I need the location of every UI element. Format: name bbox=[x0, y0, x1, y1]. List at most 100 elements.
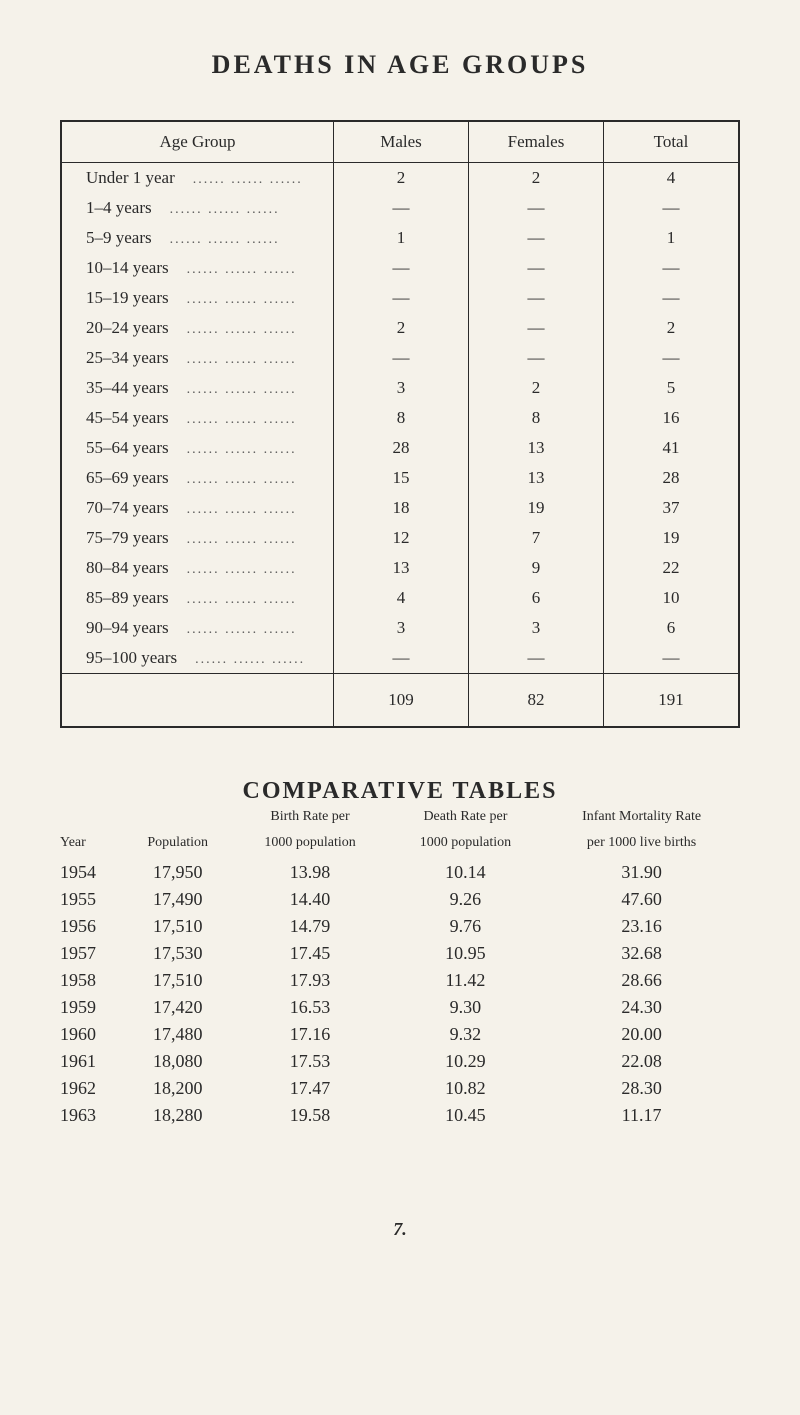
pop-cell: 17,420 bbox=[123, 994, 232, 1021]
females-cell: 8 bbox=[469, 403, 604, 433]
leader-dots: ...... ...... ...... bbox=[187, 502, 297, 517]
birth-cell: 14.79 bbox=[232, 913, 387, 940]
table-row: 195917,42016.539.3024.30 bbox=[60, 994, 740, 1021]
imr-cell: 32.68 bbox=[543, 940, 740, 967]
females-cell: 19 bbox=[469, 493, 604, 523]
males-cell: 18 bbox=[334, 493, 469, 523]
total-cell: 19 bbox=[604, 523, 740, 553]
comp-col-pop: Population bbox=[123, 833, 232, 859]
totals-males-cell: 109 bbox=[334, 674, 469, 728]
comp-col-imr: per 1000 live births bbox=[543, 833, 740, 859]
comp-col-birth: 1000 population bbox=[232, 833, 387, 859]
total-cell: 2 bbox=[604, 313, 740, 343]
table-row: 196017,48017.169.3220.00 bbox=[60, 1021, 740, 1048]
birth-cell: 17.53 bbox=[232, 1048, 387, 1075]
total-cell: 22 bbox=[604, 553, 740, 583]
birth-cell: 14.40 bbox=[232, 886, 387, 913]
table-row: 75–79 years...... ...... ......12719 bbox=[61, 523, 739, 553]
imr-cell: 20.00 bbox=[543, 1021, 740, 1048]
total-cell: 1 bbox=[604, 223, 740, 253]
death-cell: 10.95 bbox=[388, 940, 543, 967]
imr-cell: 28.30 bbox=[543, 1075, 740, 1102]
leader-dots: ...... ...... ...... bbox=[187, 622, 297, 637]
table-row: Under 1 year...... ...... ......224 bbox=[61, 163, 739, 194]
birth-cell: 17.16 bbox=[232, 1021, 387, 1048]
year-cell: 1954 bbox=[60, 859, 123, 886]
age-group-cell: Under 1 year...... ...... ...... bbox=[61, 163, 334, 194]
imr-cell: 11.17 bbox=[543, 1102, 740, 1129]
leader-dots: ...... ...... ...... bbox=[187, 322, 297, 337]
leader-dots: ...... ...... ...... bbox=[187, 592, 297, 607]
males-cell: 3 bbox=[334, 613, 469, 643]
birth-cell: 17.45 bbox=[232, 940, 387, 967]
males-cell: 1 bbox=[334, 223, 469, 253]
col-females: Females bbox=[469, 121, 604, 163]
table-row: 195517,49014.409.2647.60 bbox=[60, 886, 740, 913]
table-row: 80–84 years...... ...... ......13922 bbox=[61, 553, 739, 583]
females-cell: 13 bbox=[469, 433, 604, 463]
imr-cell: 22.08 bbox=[543, 1048, 740, 1075]
males-cell: 2 bbox=[334, 313, 469, 343]
age-group-cell: 1–4 years...... ...... ...... bbox=[61, 193, 334, 223]
total-cell: — bbox=[604, 643, 740, 674]
leader-dots: ...... ...... ...... bbox=[187, 382, 297, 397]
age-group-cell: 85–89 years...... ...... ...... bbox=[61, 583, 334, 613]
col-total: Total bbox=[604, 121, 740, 163]
males-cell: — bbox=[334, 253, 469, 283]
year-cell: 1956 bbox=[60, 913, 123, 940]
death-cell: 9.30 bbox=[388, 994, 543, 1021]
males-cell: 13 bbox=[334, 553, 469, 583]
leader-dots: ...... ...... ...... bbox=[187, 262, 297, 277]
death-cell: 11.42 bbox=[388, 967, 543, 994]
totals-label-cell bbox=[61, 674, 334, 728]
age-group-cell: 15–19 years...... ...... ...... bbox=[61, 283, 334, 313]
table-row: 5–9 years...... ...... ......1—1 bbox=[61, 223, 739, 253]
age-group-cell: 95–100 years...... ...... ...... bbox=[61, 643, 334, 674]
totals-total-cell: 191 bbox=[604, 674, 740, 728]
table-row: 70–74 years...... ...... ......181937 bbox=[61, 493, 739, 523]
females-cell: 6 bbox=[469, 583, 604, 613]
totals-females-cell: 82 bbox=[469, 674, 604, 728]
table-row: 1–4 years...... ...... ......——— bbox=[61, 193, 739, 223]
leader-dots: ...... ...... ...... bbox=[170, 202, 280, 217]
males-cell: 2 bbox=[334, 163, 469, 194]
year-cell: 1963 bbox=[60, 1102, 123, 1129]
death-cell: 9.26 bbox=[388, 886, 543, 913]
totals-row: 10982191 bbox=[61, 674, 739, 728]
age-group-cell: 55–64 years...... ...... ...... bbox=[61, 433, 334, 463]
males-cell: 15 bbox=[334, 463, 469, 493]
age-group-cell: 70–74 years...... ...... ...... bbox=[61, 493, 334, 523]
males-cell: — bbox=[334, 343, 469, 373]
males-cell: — bbox=[334, 643, 469, 674]
males-cell: 4 bbox=[334, 583, 469, 613]
table-row: 195617,51014.799.7623.16 bbox=[60, 913, 740, 940]
females-cell: 2 bbox=[469, 373, 604, 403]
females-cell: 9 bbox=[469, 553, 604, 583]
death-cell: 10.82 bbox=[388, 1075, 543, 1102]
age-group-cell: 20–24 years...... ...... ...... bbox=[61, 313, 334, 343]
females-cell: 13 bbox=[469, 463, 604, 493]
females-cell: — bbox=[469, 253, 604, 283]
birth-cell: 19.58 bbox=[232, 1102, 387, 1129]
total-cell: 5 bbox=[604, 373, 740, 403]
leader-dots: ...... ...... ...... bbox=[187, 352, 297, 367]
females-cell: — bbox=[469, 223, 604, 253]
males-cell: 12 bbox=[334, 523, 469, 553]
table-row: 195717,53017.4510.9532.68 bbox=[60, 940, 740, 967]
table-row: 85–89 years...... ...... ......4610 bbox=[61, 583, 739, 613]
imr-cell: 28.66 bbox=[543, 967, 740, 994]
deaths-table: Age Group Males Females Total Under 1 ye… bbox=[60, 120, 740, 728]
total-cell: 28 bbox=[604, 463, 740, 493]
age-group-cell: 25–34 years...... ...... ...... bbox=[61, 343, 334, 373]
total-cell: — bbox=[604, 193, 740, 223]
total-cell: 10 bbox=[604, 583, 740, 613]
table-row: 65–69 years...... ...... ......151328 bbox=[61, 463, 739, 493]
pop-cell: 17,490 bbox=[123, 886, 232, 913]
year-cell: 1955 bbox=[60, 886, 123, 913]
total-cell: 37 bbox=[604, 493, 740, 523]
leader-dots: ...... ...... ...... bbox=[187, 412, 297, 427]
death-cell: 10.14 bbox=[388, 859, 543, 886]
females-cell: — bbox=[469, 193, 604, 223]
table-row: 15–19 years...... ...... ......——— bbox=[61, 283, 739, 313]
pop-cell: 17,510 bbox=[123, 967, 232, 994]
